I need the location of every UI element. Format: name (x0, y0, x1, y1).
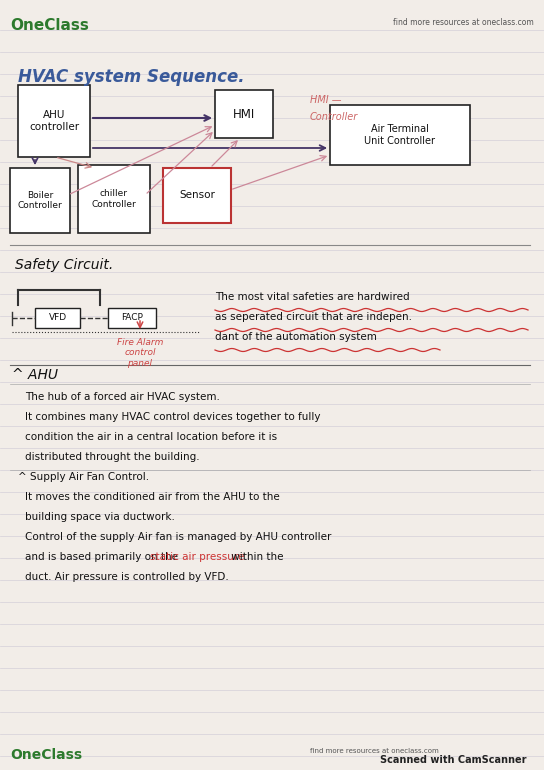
Text: It moves the conditioned air from the AHU to the: It moves the conditioned air from the AH… (25, 492, 280, 502)
FancyBboxPatch shape (215, 90, 273, 138)
Text: HMI —: HMI — (310, 95, 342, 105)
Text: Sensor: Sensor (179, 190, 215, 200)
Text: building space via ductwork.: building space via ductwork. (25, 512, 175, 522)
FancyBboxPatch shape (78, 165, 150, 233)
Text: FACP: FACP (121, 313, 143, 323)
Text: condition the air in a central location before it is: condition the air in a central location … (25, 432, 277, 442)
Text: duct. Air pressure is controlled by VFD.: duct. Air pressure is controlled by VFD. (25, 572, 228, 582)
FancyBboxPatch shape (330, 105, 470, 165)
Text: chiller
Controller: chiller Controller (91, 189, 137, 209)
FancyBboxPatch shape (35, 308, 80, 328)
Text: HVAC system Sequence.: HVAC system Sequence. (18, 68, 245, 86)
Text: Safety Circuit.: Safety Circuit. (15, 258, 113, 272)
Text: ^ AHU: ^ AHU (12, 368, 58, 382)
FancyBboxPatch shape (108, 308, 156, 328)
FancyBboxPatch shape (163, 168, 231, 223)
Text: static air pressure: static air pressure (150, 552, 244, 562)
Text: Boiler
Controller: Boiler Controller (17, 191, 63, 210)
Text: ^ Supply Air Fan Control.: ^ Supply Air Fan Control. (18, 472, 149, 482)
Text: find more resources at oneclass.com: find more resources at oneclass.com (310, 748, 439, 754)
Text: distributed throught the building.: distributed throught the building. (25, 452, 200, 462)
Text: AHU
controller: AHU controller (29, 110, 79, 132)
Text: OneClass: OneClass (10, 18, 89, 33)
Text: Air Terminal
Unit Controller: Air Terminal Unit Controller (364, 124, 436, 146)
Text: It combines many HVAC control devices together to fully: It combines many HVAC control devices to… (25, 412, 320, 422)
Text: Control of the supply Air fan is managed by AHU controller: Control of the supply Air fan is managed… (25, 532, 331, 542)
FancyBboxPatch shape (10, 168, 70, 233)
Text: find more resources at oneclass.com: find more resources at oneclass.com (393, 18, 534, 27)
Text: Scanned with CamScanner: Scanned with CamScanner (380, 755, 527, 765)
Text: as seperated circuit that are indepen.: as seperated circuit that are indepen. (215, 312, 412, 322)
FancyBboxPatch shape (18, 85, 90, 157)
Text: within the: within the (228, 552, 284, 562)
Text: Fire Alarm
control
panel: Fire Alarm control panel (117, 338, 163, 368)
Text: The hub of a forced air HVAC system.: The hub of a forced air HVAC system. (25, 392, 220, 402)
Text: OneClass: OneClass (10, 748, 82, 762)
Text: The most vital safeties are hardwired: The most vital safeties are hardwired (215, 292, 410, 302)
Text: VFD: VFD (48, 313, 66, 323)
Text: dant of the automation system: dant of the automation system (215, 332, 377, 342)
Text: Controller: Controller (310, 112, 358, 122)
Text: and is based primarily on the: and is based primarily on the (25, 552, 181, 562)
Text: HMI: HMI (233, 108, 255, 120)
